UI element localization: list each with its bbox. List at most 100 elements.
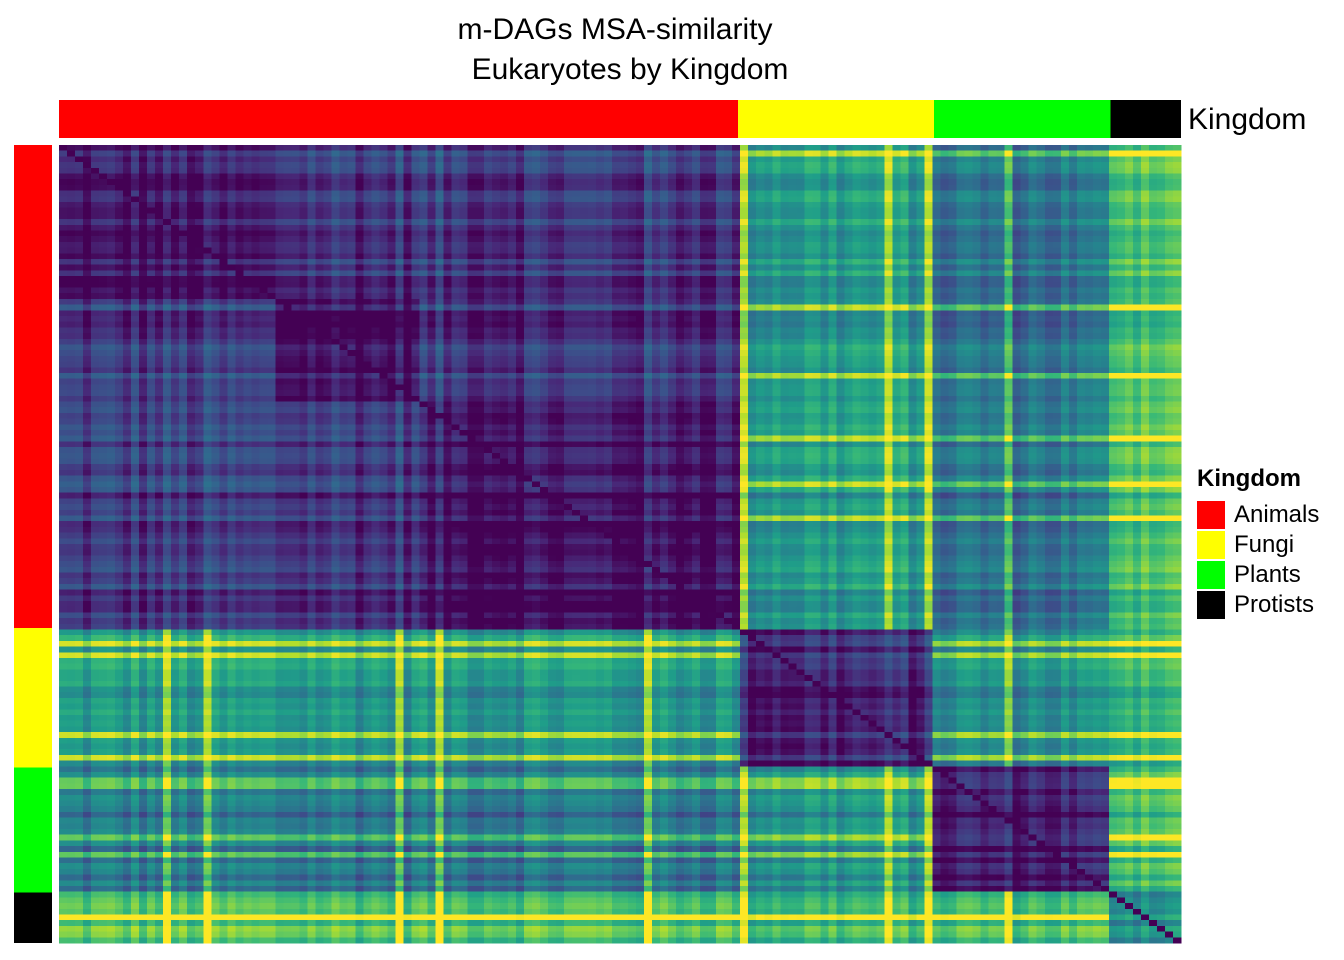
heatmap-cell [267, 322, 276, 328]
left-annotation-fungi [14, 628, 52, 768]
heatmap-cell [708, 288, 717, 294]
heatmap-cell [524, 310, 533, 316]
heatmap-cell [692, 236, 701, 242]
heatmap-cell [1109, 231, 1118, 237]
heatmap-cell [1173, 236, 1182, 242]
heatmap-cell [267, 151, 276, 157]
heatmap-cell [396, 248, 405, 254]
heatmap-cell [1157, 236, 1166, 242]
heatmap-cell [1141, 270, 1150, 276]
heatmap-cell [748, 270, 757, 276]
heatmap-cell [147, 248, 156, 254]
heatmap-cell [508, 162, 517, 168]
heatmap-cell [155, 236, 164, 242]
heatmap-cell [700, 345, 709, 351]
heatmap-cell [259, 259, 268, 265]
heatmap-cell [107, 213, 116, 219]
heatmap-cell [155, 185, 164, 191]
heatmap-cell [684, 333, 693, 339]
heatmap-cell [492, 293, 501, 299]
heatmap-cell [139, 162, 148, 168]
heatmap-cell [524, 327, 533, 333]
heatmap-cell [171, 310, 180, 316]
heatmap-cell [67, 179, 76, 185]
heatmap-cell [508, 231, 517, 237]
heatmap-cell [724, 288, 733, 294]
heatmap-cell [251, 276, 260, 282]
heatmap-cell [788, 288, 797, 294]
heatmap-cell [1077, 174, 1086, 180]
heatmap-cell [917, 310, 926, 316]
heatmap-cell [107, 185, 116, 191]
heatmap-cell [396, 282, 405, 288]
heatmap-cell [171, 208, 180, 214]
heatmap-cell [235, 168, 244, 174]
heatmap-cell [436, 236, 445, 242]
heatmap-cell [668, 185, 677, 191]
heatmap-cell [476, 327, 485, 333]
heatmap-cell [844, 231, 853, 237]
heatmap-cell [1133, 310, 1142, 316]
heatmap-cell [812, 282, 821, 288]
heatmap-cell [572, 310, 581, 316]
heatmap-cell [299, 225, 308, 231]
heatmap-cell [380, 174, 389, 180]
heatmap-cell [115, 293, 124, 299]
heatmap-cell [91, 242, 100, 248]
heatmap-cell [396, 231, 405, 237]
heatmap-cell [267, 213, 276, 219]
heatmap-cell [884, 276, 893, 282]
heatmap-cell [804, 270, 813, 276]
heatmap-cell [315, 202, 324, 208]
heatmap-cell [1005, 174, 1014, 180]
heatmap-cell [348, 333, 357, 339]
heatmap-cell [620, 248, 629, 254]
heatmap-cell [259, 293, 268, 299]
heatmap-cell [323, 259, 332, 265]
heatmap-cell [965, 282, 974, 288]
heatmap-cell [925, 288, 934, 294]
heatmap-cell [195, 276, 204, 282]
heatmap-cell [1069, 276, 1078, 282]
heatmap-cell [323, 242, 332, 248]
heatmap-cell [1125, 151, 1134, 157]
heatmap-cell [163, 345, 172, 351]
heatmap-cell [283, 288, 292, 294]
heatmap-cell [989, 191, 998, 197]
heatmap-cell [804, 156, 813, 162]
heatmap-cell [75, 242, 84, 248]
heatmap-cell [348, 196, 357, 202]
heatmap-cell [340, 151, 349, 157]
heatmap-cell [548, 231, 557, 237]
heatmap-cell [572, 225, 581, 231]
heatmap-cell [1173, 191, 1182, 197]
heatmap-cell [836, 242, 845, 248]
heatmap-cell [299, 185, 308, 191]
heatmap-cell [364, 288, 373, 294]
heatmap-cell [901, 151, 910, 157]
heatmap-cell [917, 185, 926, 191]
heatmap-cell [500, 288, 509, 294]
heatmap-cell [1053, 242, 1062, 248]
heatmap-cell [1149, 316, 1158, 322]
heatmap-cell [139, 305, 148, 311]
heatmap-cell [323, 231, 332, 237]
heatmap-cell [941, 202, 950, 208]
heatmap-cell [892, 156, 901, 162]
heatmap-cell [997, 179, 1006, 185]
heatmap-cell [925, 253, 934, 259]
heatmap-cell [500, 196, 509, 202]
heatmap-cell [860, 185, 869, 191]
heatmap-cell [780, 145, 789, 151]
heatmap-cell [508, 208, 517, 214]
heatmap-cell [444, 185, 453, 191]
heatmap-cell [628, 299, 637, 305]
heatmap-cell [67, 191, 76, 197]
heatmap-cell [740, 185, 749, 191]
heatmap-cell [772, 202, 781, 208]
heatmap-cell [291, 145, 300, 151]
heatmap-cell [356, 327, 365, 333]
heatmap-cell [291, 151, 300, 157]
heatmap-cell [307, 293, 316, 299]
heatmap-cell [1077, 156, 1086, 162]
